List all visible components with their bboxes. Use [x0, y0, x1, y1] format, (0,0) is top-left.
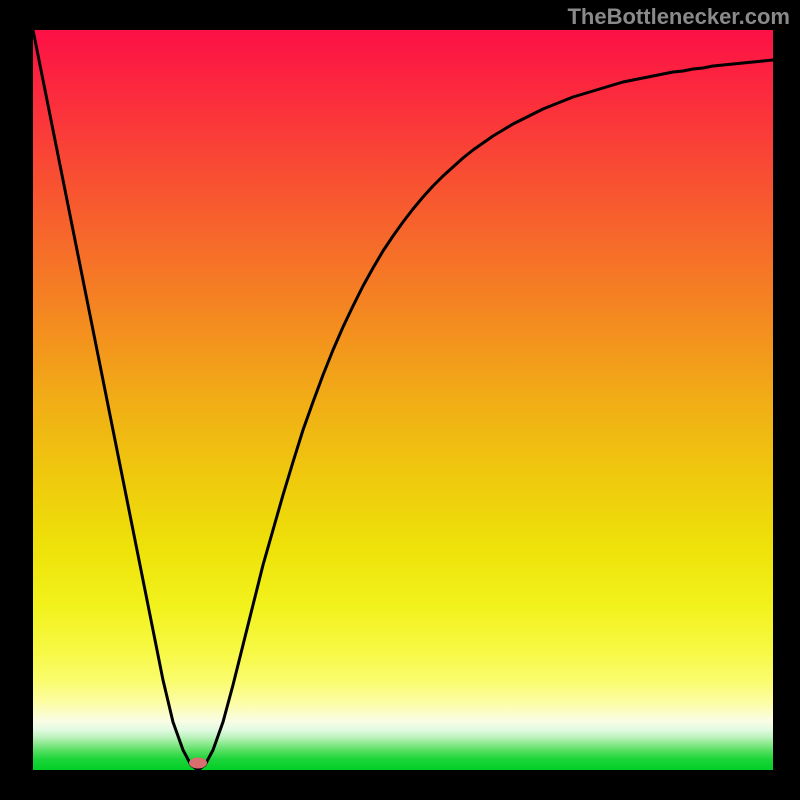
curve-layer — [33, 30, 773, 770]
plot-area — [33, 30, 773, 770]
watermark-text: TheBottlenecker.com — [567, 4, 790, 30]
bottleneck-curve — [33, 30, 773, 770]
optimal-point-marker — [189, 758, 207, 769]
chart-container: TheBottlenecker.com — [0, 0, 800, 800]
